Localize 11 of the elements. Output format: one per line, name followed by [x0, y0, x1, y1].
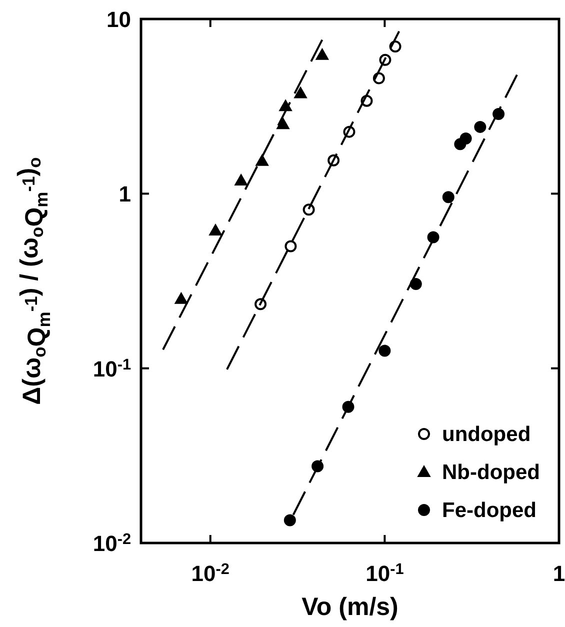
x-tick-label: 1	[552, 561, 565, 586]
x-axis-title: Vo (m/s)	[302, 593, 398, 621]
x-tick-label: 10$^{-1}$	[366, 561, 404, 586]
legend-label: Fe-doped	[442, 499, 536, 522]
y-tick-label: 10$^{-1}$	[92, 356, 132, 382]
legend-label: Nb-doped	[442, 461, 540, 484]
y-tick-label: 10$^{-2}$	[92, 531, 131, 556]
x-tick-label: 10$^{-2}$	[191, 561, 230, 586]
y-tick-label: 10	[106, 7, 131, 32]
legend-label: undoped	[442, 423, 531, 446]
y-tick-label: 1	[118, 182, 131, 207]
